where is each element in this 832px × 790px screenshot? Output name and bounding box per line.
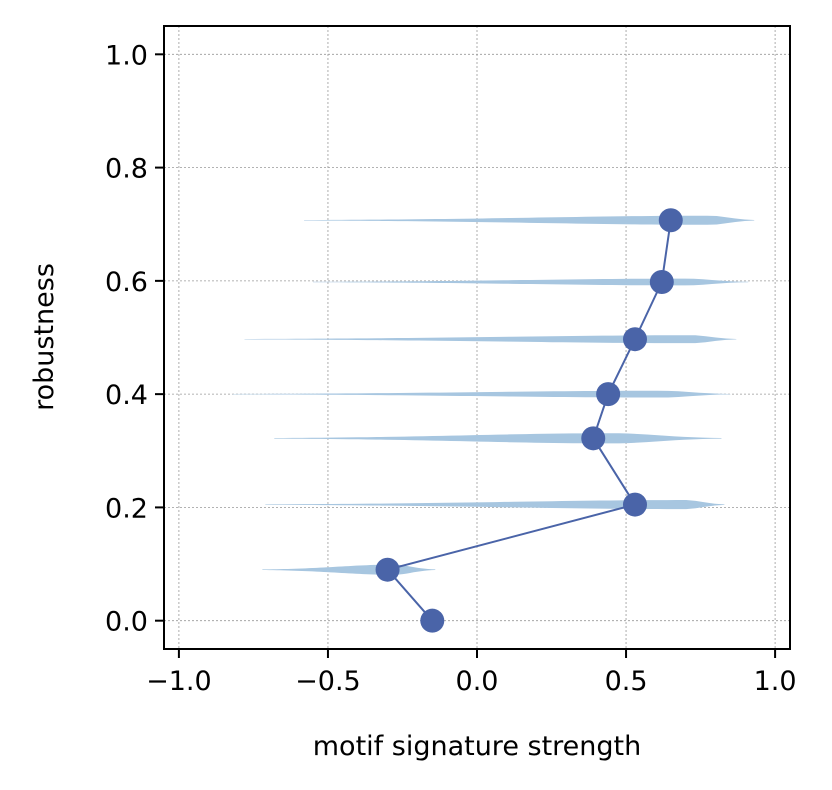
y-tick-label: 0.4 xyxy=(105,380,148,411)
x-tick-label: −0.5 xyxy=(295,666,361,697)
data-point xyxy=(596,382,621,407)
x-tick-label: 1.0 xyxy=(754,666,797,697)
violin-shape xyxy=(265,500,725,510)
x-tick-label: 0.5 xyxy=(605,666,648,697)
y-tick-label: 0.2 xyxy=(105,493,148,524)
x-tick-label: 0.0 xyxy=(456,666,499,697)
y-tick-label: 1.0 xyxy=(105,40,148,71)
x-axis-label: motif signature strength xyxy=(313,731,641,762)
data-point xyxy=(375,557,400,582)
y-axis-label: robustness xyxy=(29,263,60,411)
y-axis: 0.0 0.2 0.4 0.6 0.8 1.0 xyxy=(105,40,164,638)
data-point xyxy=(658,208,683,233)
y-tick-label: 0.8 xyxy=(105,154,148,185)
data-point xyxy=(649,269,674,294)
data-point xyxy=(581,426,606,451)
violin-shape xyxy=(274,433,722,444)
violin-shape xyxy=(244,335,737,344)
data-point xyxy=(622,327,647,352)
violin-shape xyxy=(313,278,749,286)
x-tick-label: −1.0 xyxy=(146,666,212,697)
data-point xyxy=(622,492,647,517)
y-tick-label: 0.6 xyxy=(105,267,148,298)
violin-shape xyxy=(304,215,755,225)
data-point xyxy=(420,608,445,633)
data-points xyxy=(375,208,683,633)
x-axis: −1.0 −0.5 0.0 0.5 1.0 xyxy=(146,649,797,697)
y-tick-label: 0.0 xyxy=(105,607,148,638)
